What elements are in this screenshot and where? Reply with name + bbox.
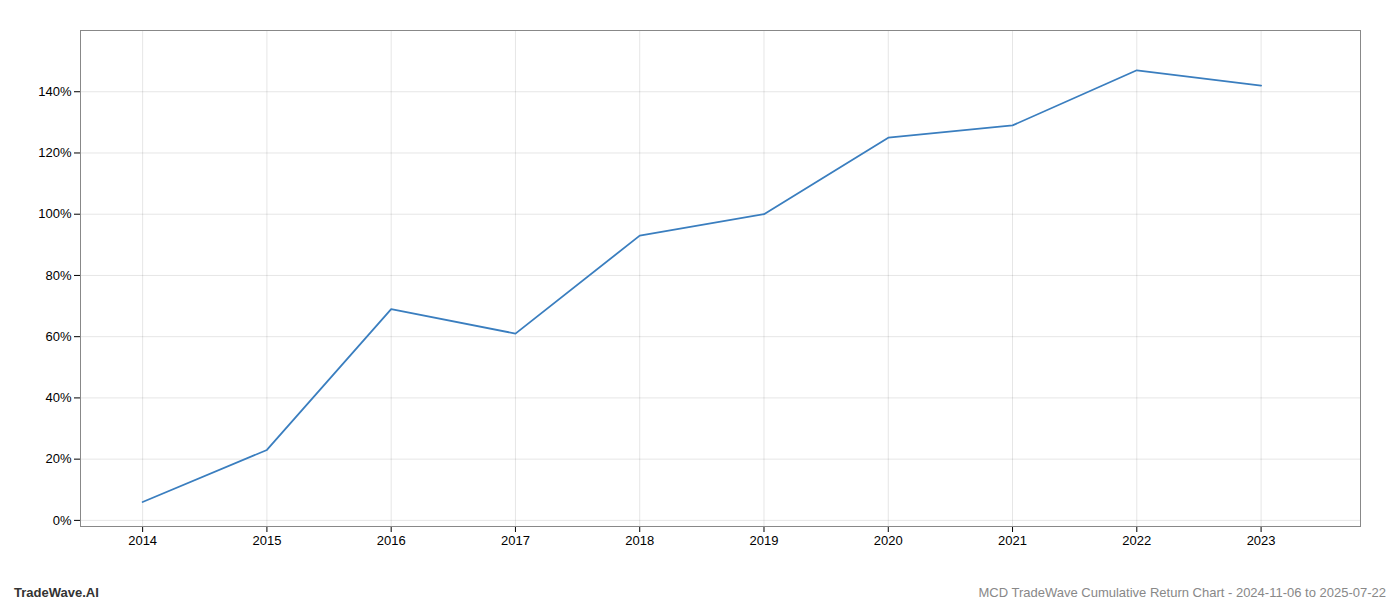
html-text:TradeWave.AI: TradeWave.AI [14, 585, 99, 600]
svg-text:2022: 2022 [1122, 533, 1151, 548]
svg-text:2019: 2019 [750, 533, 779, 548]
svg-text:40%: 40% [45, 390, 71, 405]
svg-text:140%: 140% [38, 84, 72, 99]
svg-text:80%: 80% [45, 268, 71, 283]
svg-text:60%: 60% [45, 329, 71, 344]
svg-text:2020: 2020 [874, 533, 903, 548]
svg-text:100%: 100% [38, 206, 72, 221]
svg-text:20%: 20% [45, 451, 71, 466]
svg-text:2014: 2014 [128, 533, 157, 548]
svg-text:2017: 2017 [501, 533, 530, 548]
svg-text:2016: 2016 [377, 533, 406, 548]
svg-text:2023: 2023 [1247, 533, 1276, 548]
svg-text:120%: 120% [38, 145, 72, 160]
svg-text:0%: 0% [53, 513, 72, 528]
svg-text:2015: 2015 [252, 533, 281, 548]
svg-text:2021: 2021 [998, 533, 1027, 548]
html-text:MCD TradeWave Cumulative Retur: MCD TradeWave Cumulative Return Chart - … [978, 585, 1386, 600]
svg-text:2018: 2018 [625, 533, 654, 548]
